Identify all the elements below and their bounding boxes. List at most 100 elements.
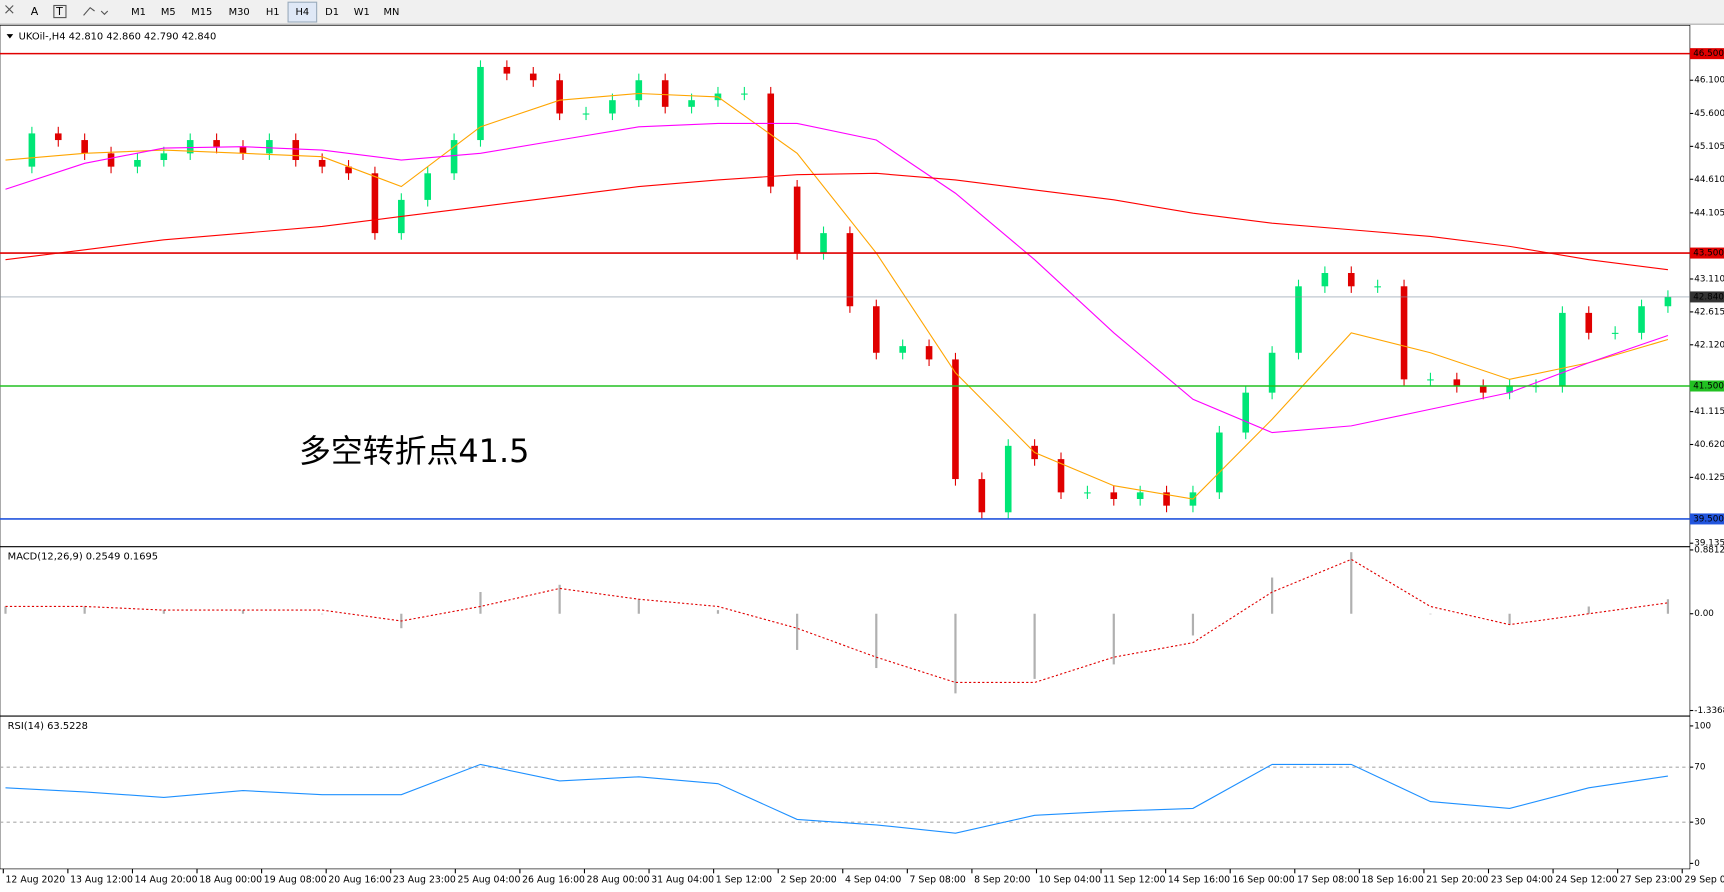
y-tick-label: 41.115: [1694, 407, 1724, 417]
candle-body: [1427, 379, 1434, 381]
macd-bar: [479, 592, 482, 614]
candle-body: [872, 306, 880, 353]
macd-bar: [1191, 613, 1195, 636]
candle-body: [925, 346, 933, 360]
x-tick-label: 31 Aug 04:00: [651, 874, 714, 885]
macd-bar: [716, 610, 720, 614]
candle-body: [635, 80, 643, 101]
x-tick-label: 16 Sep 00:00: [1232, 874, 1294, 885]
level-tag: [1689, 380, 1724, 392]
y-tick-label: -1.3368: [1694, 706, 1724, 716]
candle-body: [160, 153, 168, 161]
macd-bar: [1033, 613, 1036, 679]
macd-bar: [1112, 613, 1115, 665]
level-label: 41.500: [1693, 382, 1724, 392]
candle-body: [292, 140, 300, 161]
macd-bar: [796, 613, 799, 650]
candle-body: [1585, 312, 1593, 333]
timeframe-button[interactable]: M5: [161, 7, 176, 18]
macd-bar: [1429, 613, 1432, 615]
candle-body: [793, 186, 801, 254]
candle-body: [1268, 352, 1276, 393]
candle-body: [1110, 492, 1118, 500]
crosshair-icon[interactable]: [5, 5, 14, 14]
x-tick-label: 27 Sep 23:00: [1620, 874, 1682, 885]
level-label: 46.500: [1693, 49, 1724, 59]
x-tick-label: 19 Aug 08:00: [264, 874, 327, 885]
macd-bar: [875, 613, 878, 669]
candle-body: [1479, 386, 1487, 393]
candle-body: [81, 140, 88, 154]
level-label: 42.840: [1693, 292, 1724, 302]
x-tick-label: 25 Aug 04:00: [458, 874, 521, 885]
timeframe-button[interactable]: W1: [354, 7, 370, 18]
candle-body: [477, 66, 484, 141]
y-tick-label: 100: [1694, 721, 1711, 731]
x-tick-label: 2 Sep 20:00: [780, 874, 836, 885]
candle-body: [1453, 379, 1461, 387]
candle-body: [1004, 445, 1012, 513]
x-tick-label: 26 Aug 16:00: [522, 874, 585, 885]
y-tick-label: 40.125: [1694, 473, 1724, 483]
x-tick-label: 29 Sep 00:00: [1684, 874, 1724, 885]
x-tick-label: 17 Sep 08:00: [1297, 874, 1359, 885]
candle-body: [424, 173, 431, 200]
x-tick-label: 23 Aug 23:00: [393, 874, 456, 885]
candle-body: [266, 140, 273, 154]
shapes-tool[interactable]: [83, 6, 109, 16]
candle-body: [371, 173, 379, 234]
candle-body: [107, 153, 115, 167]
candle-body: [213, 140, 220, 147]
macd-signal: [5, 558, 1669, 684]
candle-body: [820, 233, 827, 254]
candle-body: [1374, 286, 1381, 288]
rsi-line: [5, 763, 1669, 834]
macd-bar: [241, 610, 245, 614]
moving-average: [5, 122, 1669, 434]
x-tick-label: 1 Sep 12:00: [716, 874, 772, 885]
macd-bar: [1587, 606, 1590, 614]
x-tick-label: 7 Sep 08:00: [910, 874, 966, 885]
x-tick-label: 24 Sep 12:00: [1555, 874, 1617, 885]
timeframe-button[interactable]: MN: [383, 7, 399, 18]
timeframe-button[interactable]: M1: [131, 7, 146, 18]
x-tick-label: 13 Aug 12:00: [70, 874, 133, 885]
timeframe-button-bg: [287, 1, 318, 23]
candle-body: [503, 66, 511, 74]
level-label: 39.500: [1693, 514, 1724, 524]
level-tag: [1689, 247, 1724, 259]
candle-body: [767, 93, 775, 187]
macd-title: MACD(12,26,9) 0.2549 0.1695: [8, 552, 158, 563]
y-tick-label: 42.615: [1694, 307, 1724, 317]
macd-bar: [83, 606, 86, 614]
candle-body: [741, 93, 748, 95]
candle-body: [609, 100, 616, 114]
candle-body: [1347, 273, 1355, 287]
rsi-title: RSI(14) 63.5228: [8, 721, 88, 732]
timeframe-button[interactable]: D1: [325, 7, 339, 18]
candle-body: [345, 166, 352, 174]
y-tick-label: 0: [1694, 859, 1700, 869]
timeframe-button[interactable]: H4: [296, 7, 310, 18]
label-tool[interactable]: T: [55, 5, 63, 18]
timeframe-button[interactable]: M30: [229, 7, 250, 18]
text-tool[interactable]: A: [31, 5, 39, 18]
macd-bar: [162, 610, 165, 614]
candle-body: [134, 160, 141, 167]
candle-body: [1216, 432, 1223, 493]
timeframe-button[interactable]: M15: [191, 7, 212, 18]
symbol-menu[interactable]: [6, 34, 14, 39]
timeframe-button[interactable]: H1: [266, 7, 280, 18]
y-tick-label: 0.00: [1694, 609, 1714, 619]
y-tick-label: 0.8812: [1694, 545, 1724, 555]
candle-body: [1611, 332, 1619, 334]
level-label: 43.500: [1693, 249, 1724, 259]
moving-average: [5, 172, 1668, 271]
candle-body: [1506, 386, 1513, 393]
candle-body: [186, 140, 194, 154]
candle-body: [1242, 392, 1250, 433]
x-tick-label: 28 Aug 00:00: [587, 874, 650, 885]
candle-body: [582, 113, 590, 115]
y-tick-label: 46.100: [1694, 76, 1724, 86]
